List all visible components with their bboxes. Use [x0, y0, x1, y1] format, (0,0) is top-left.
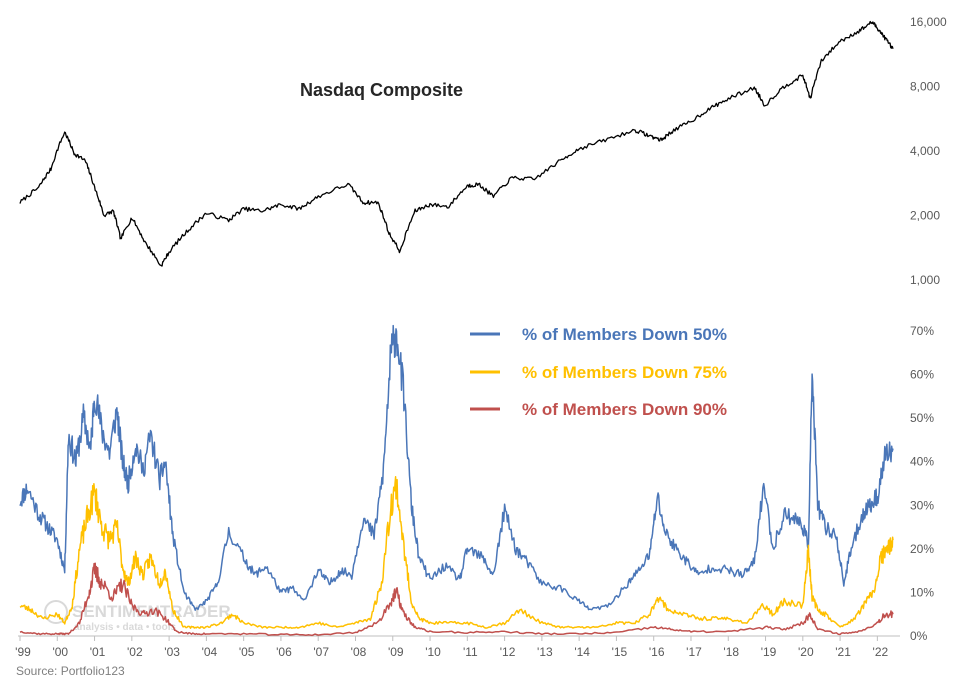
legend: % of Members Down 50% % of Members Down … [470, 325, 727, 419]
bottom-y-tick-label: 30% [910, 498, 934, 512]
x-tick-label: '18 [723, 645, 739, 659]
x-tick-label: '08 [351, 645, 367, 659]
x-tick-label: '16 [649, 645, 665, 659]
top-y-tick-label: 16,000 [910, 15, 947, 29]
top-y-tick-label: 4,000 [910, 144, 940, 158]
x-tick-label: '10 [425, 645, 441, 659]
top-y-tick-label: 2,000 [910, 209, 940, 223]
x-tick-label: '15 [612, 645, 628, 659]
series-line-down-50 [19, 324, 894, 611]
legend-label-down-90: % of Members Down 90% [522, 400, 727, 419]
bottom-y-tick-label: 0% [910, 629, 928, 643]
legend-label-down-75: % of Members Down 75% [522, 363, 727, 382]
nasdaq-chart: Nasdaq Composite 1,000 2,000 4,000 8,000 16,… [19, 15, 947, 287]
x-tick-label: '99 [15, 645, 31, 659]
chart-title: Nasdaq Composite [300, 80, 463, 100]
bottom-y-tick-label: 50% [910, 411, 934, 425]
series-line-down-75 [19, 476, 894, 629]
x-tick-label: '12 [500, 645, 516, 659]
x-tick-label: '07 [313, 645, 329, 659]
watermark-logo-icon [44, 600, 68, 624]
top-y-tick-label: 1,000 [910, 273, 940, 287]
x-tick-label: '14 [574, 645, 590, 659]
x-tick-label: '13 [537, 645, 553, 659]
bottom-y-tick-label: 60% [910, 368, 934, 382]
bottom-y-axis: 0% 10% 20% 30% 40% 50% 60% 70% [910, 324, 934, 643]
x-tick-label: '06 [276, 645, 292, 659]
bottom-y-tick-label: 70% [910, 324, 934, 338]
x-tick-label: '22 [873, 645, 889, 659]
x-tick-label: '00 [52, 645, 68, 659]
legend-label-down-50: % of Members Down 50% [522, 325, 727, 344]
watermark-tagline: analysis • data • tools [74, 622, 176, 633]
source-note: Source: Portfolio123 [16, 664, 125, 678]
x-tick-label: '01 [90, 645, 106, 659]
x-tick-label: '05 [239, 645, 255, 659]
x-tick-label: '04 [202, 645, 218, 659]
x-tick-label: '03 [164, 645, 180, 659]
breadth-chart: 0%10%20%30%40%50%60%70% '99'00'01'02'03 '… [15, 324, 934, 659]
breadth-series [19, 324, 894, 637]
x-tick-label: '19 [761, 645, 777, 659]
bottom-y-tick-label: 20% [910, 542, 934, 556]
x-tick-label: '02 [127, 645, 143, 659]
bottom-y-tick-label: 40% [910, 455, 934, 469]
bottom-y-tick-label: 10% [910, 585, 934, 599]
x-tick-label: '21 [835, 645, 851, 659]
x-tick-label: '09 [388, 645, 404, 659]
top-y-tick-label: 8,000 [910, 80, 940, 94]
x-tick-label: '17 [686, 645, 702, 659]
nasdaq-series-line [19, 20, 894, 267]
series-line-down-90 [19, 562, 894, 637]
x-axis: '99 '00 '01 '02 '03 '04 '05 '06 '07 '08 '09 '10 '11 '… [15, 636, 889, 659]
top-y-axis: 1,000 2,000 4,000 8,000 16,000 [910, 15, 947, 287]
x-tick-label: '20 [798, 645, 814, 659]
x-tick-label: '11 [463, 645, 478, 659]
